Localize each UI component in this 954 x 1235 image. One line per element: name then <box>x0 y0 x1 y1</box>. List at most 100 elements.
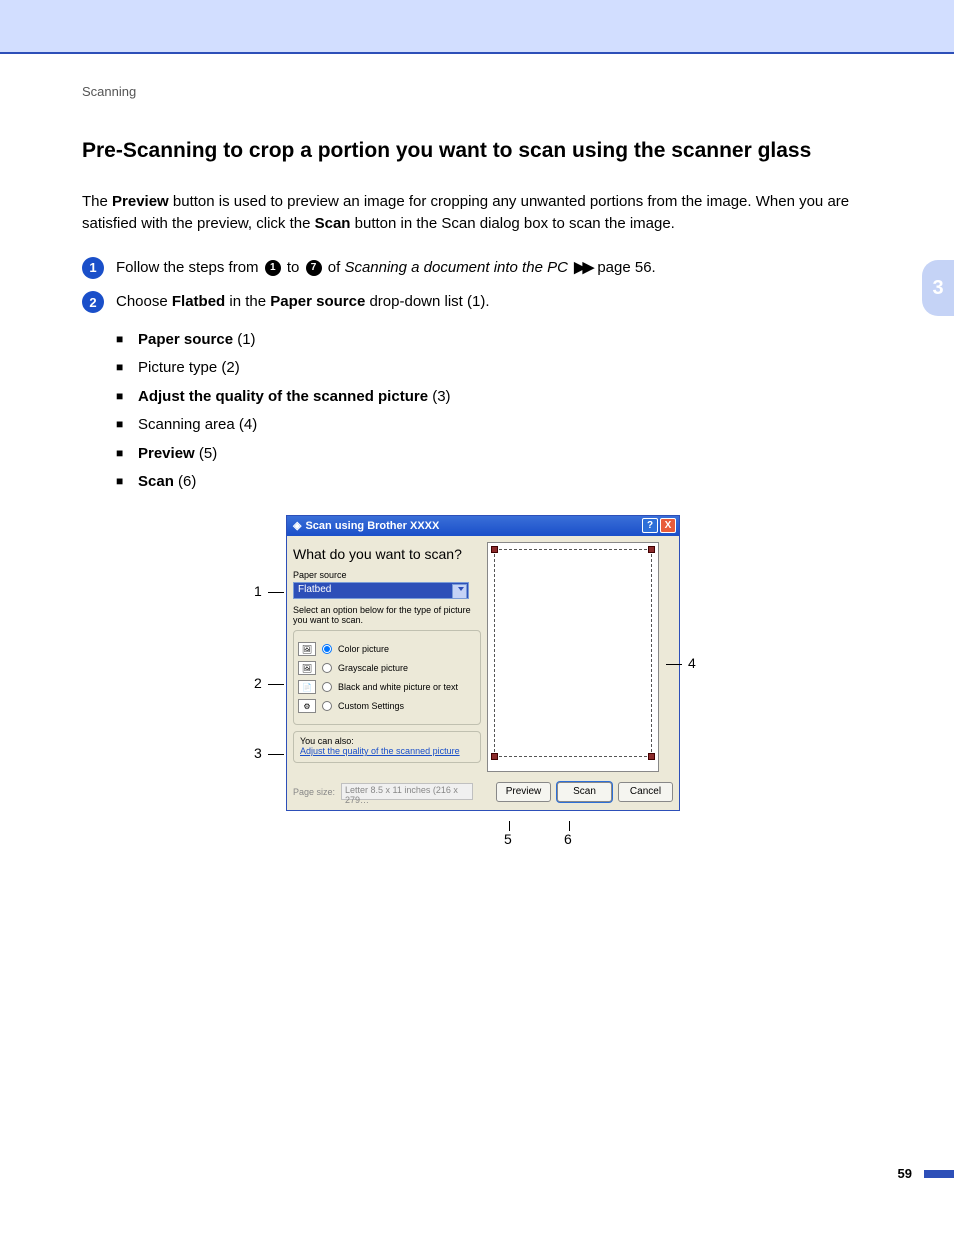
ref-circle-1: 1 <box>265 260 281 276</box>
text: drop-down list (1). <box>365 293 489 310</box>
text: (5) <box>195 445 218 462</box>
adjust-quality-link[interactable]: Adjust the quality of the scanned pictur… <box>300 746 460 756</box>
close-button[interactable]: X <box>660 518 676 533</box>
intro-text: button in the Scan dialog box to scan th… <box>350 215 674 232</box>
dialog-left-pane: What do you want to scan? Paper source F… <box>293 542 481 772</box>
option-grayscale[interactable]: 🖼 Grayscale picture <box>298 661 476 675</box>
option-color[interactable]: 🖼 Color picture <box>298 642 476 656</box>
radio-grayscale[interactable] <box>322 663 332 673</box>
also-label: You can also: <box>300 736 474 746</box>
help-button[interactable]: ? <box>642 518 658 533</box>
callout-4: 4 <box>688 655 696 671</box>
arrows-icon: ▶▶ <box>574 259 591 276</box>
scan-button[interactable]: Scan <box>557 782 612 802</box>
intro-text: The <box>82 193 112 210</box>
paper-source-label: Paper source <box>293 570 481 580</box>
radio-custom[interactable] <box>322 701 332 711</box>
step-2-text: Choose Flatbed in the Paper source drop-… <box>116 291 884 314</box>
radio-color[interactable] <box>322 644 332 654</box>
crop-handle-tl[interactable] <box>491 546 498 553</box>
step-1-text: Follow the steps from 1 to 7 of Scanning… <box>116 257 884 280</box>
list-item: Scan (6) <box>116 468 884 497</box>
page-number: 59 <box>898 1166 912 1181</box>
text: in the <box>225 293 270 310</box>
step-1: 1 Follow the steps from 1 to 7 of Scanni… <box>82 257 884 280</box>
bold: Adjust the quality of the scanned pictur… <box>138 388 428 405</box>
callout-6: 6 <box>564 831 572 847</box>
bold: Paper source <box>138 331 233 348</box>
intro-bold-scan: Scan <box>315 215 351 232</box>
chevron-down-icon <box>458 587 464 591</box>
option-label: Black and white picture or text <box>338 682 458 692</box>
crop-handle-tr[interactable] <box>648 546 655 553</box>
preview-button[interactable]: Preview <box>496 782 551 802</box>
step-2: 2 Choose Flatbed in the Paper source dro… <box>82 291 884 314</box>
cancel-button[interactable]: Cancel <box>618 782 673 802</box>
page-content: Scanning Pre-Scanning to crop a portion … <box>0 54 954 841</box>
option-label: Grayscale picture <box>338 663 408 673</box>
option-label: Color picture <box>338 644 389 654</box>
paper-source-dropdown[interactable]: Flatbed <box>293 582 469 599</box>
also-group: You can also: Adjust the quality of the … <box>293 731 481 763</box>
list-item: Paper source (1) <box>116 326 884 355</box>
option-label: Custom Settings <box>338 701 404 711</box>
text: (1) <box>233 331 256 348</box>
page-title: Pre-Scanning to crop a portion you want … <box>82 139 884 163</box>
dialog-right-pane <box>487 542 665 772</box>
color-picture-icon: 🖼 <box>298 642 316 656</box>
dialog-body: What do you want to scan? Paper source F… <box>287 536 679 778</box>
intro-paragraph: The Preview button is used to preview an… <box>82 191 884 235</box>
page-size-dropdown: Letter 8.5 x 11 inches (216 x 279… <box>341 783 473 800</box>
callout-1: 1 <box>254 583 262 599</box>
ref-italic: Scanning a document into the PC <box>344 259 567 276</box>
breadcrumb: Scanning <box>82 84 884 99</box>
grayscale-picture-icon: 🖼 <box>298 661 316 675</box>
bold: Preview <box>138 445 195 462</box>
callout-5: 5 <box>504 831 512 847</box>
hint-text: Select an option below for the type of p… <box>293 605 481 627</box>
bold: Paper source <box>270 293 365 310</box>
top-header-bar <box>0 0 954 54</box>
preview-area[interactable] <box>487 542 659 772</box>
picture-type-group: 🖼 Color picture 🖼 Grayscale picture 📄 Black… <box>293 630 481 725</box>
crop-handle-br[interactable] <box>648 753 655 760</box>
bw-picture-icon: 📄 <box>298 680 316 694</box>
step-number-badge: 1 <box>82 257 104 279</box>
dialog-figure: 1 2 3 4 5 6 ◈ Scan using Brother XXXX ? … <box>258 515 708 811</box>
text: to <box>283 259 304 276</box>
list-item: Picture type (2) <box>116 354 884 383</box>
dialog-footer: Page size: Letter 8.5 x 11 inches (216 x… <box>287 778 679 810</box>
crop-handle-bl[interactable] <box>491 753 498 760</box>
ref-circle-7: 7 <box>306 260 322 276</box>
text: Scanning area (4) <box>138 416 257 433</box>
option-bw[interactable]: 📄 Black and white picture or text <box>298 680 476 694</box>
text: (3) <box>428 388 451 405</box>
page-number-bar <box>924 1170 954 1178</box>
scan-dialog: ◈ Scan using Brother XXXX ? X What do yo… <box>286 515 680 811</box>
radio-bw[interactable] <box>322 682 332 692</box>
chapter-tab: 3 <box>922 260 954 316</box>
list-item: Scanning area (4) <box>116 411 884 440</box>
custom-settings-icon: ⚙ <box>298 699 316 713</box>
text: (6) <box>174 473 197 490</box>
callout-2: 2 <box>254 675 262 691</box>
dropdown-value: Flatbed <box>298 584 331 595</box>
text: Choose <box>116 293 172 310</box>
intro-bold-preview: Preview <box>112 193 169 210</box>
list-item: Adjust the quality of the scanned pictur… <box>116 383 884 412</box>
crop-selection[interactable] <box>494 549 652 757</box>
dialog-titlebar[interactable]: ◈ Scan using Brother XXXX ? X <box>287 516 679 536</box>
text: of <box>324 259 345 276</box>
text: Follow the steps from <box>116 259 263 276</box>
bold: Scan <box>138 473 174 490</box>
dialog-title: Scan using Brother XXXX <box>305 520 439 532</box>
scanner-icon: ◈ <box>293 519 301 532</box>
text: Picture type (2) <box>138 359 240 376</box>
bold: Flatbed <box>172 293 225 310</box>
text: page 56. <box>593 259 656 276</box>
option-custom[interactable]: ⚙ Custom Settings <box>298 699 476 713</box>
callout-3: 3 <box>254 745 262 761</box>
dialog-question: What do you want to scan? <box>293 546 481 562</box>
list-item: Preview (5) <box>116 440 884 469</box>
page-size-label: Page size: <box>293 787 335 797</box>
